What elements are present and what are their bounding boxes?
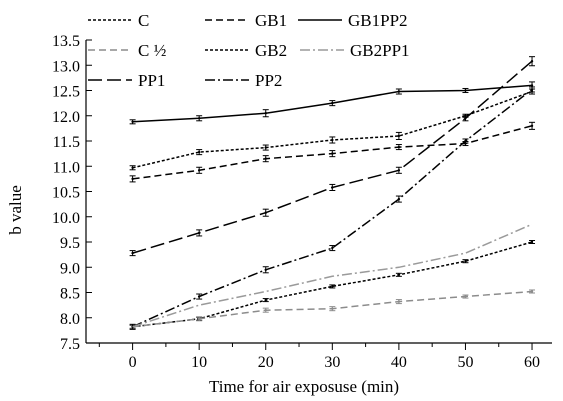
legend-item: PP1 [88,71,165,90]
data-point [464,295,467,298]
x-tick-label: 50 [457,354,473,371]
x-tick-label: 10 [191,354,207,371]
y-tick-label: 7.5 [60,336,80,353]
data-point [530,84,534,87]
data-point [530,240,534,244]
data-point [464,114,467,117]
data-point [197,231,201,235]
x-tick-label: 0 [129,354,137,371]
legend-label: GB2 [255,41,287,60]
legend-item: GB2 [205,41,287,60]
x-tick-label: 20 [258,354,274,371]
legend-label: C [138,11,149,30]
data-point [464,139,467,143]
x-tick-label: 30 [324,354,340,371]
axes: 7.5 8.0 8.5 9.0 9.5 10.0 10.5 11.0 11.5 12.0 12.5 1… [52,33,552,371]
legend-label: GB2PP1 [350,41,410,60]
y-tick-label: 11.5 [53,134,80,151]
series-c [129,289,536,330]
x-tick-label: 60 [524,354,540,371]
data-point [331,138,334,142]
y-tick-label: 9.0 [60,260,80,277]
data-point [331,307,334,310]
data-point [131,166,134,169]
legend: C C ½ PP1 GB1 GB2 PP2 GB1PP2 GB2PP1 [88,11,410,90]
legend-label: C ½ [138,41,167,60]
y-tick-label: 8.0 [60,311,80,328]
data-point [264,308,267,312]
y-tick-label: 9.5 [60,235,80,252]
legend-label: PP2 [255,71,282,90]
data-point [131,177,134,181]
data-point [397,169,401,172]
data-point [197,317,201,320]
data-point [530,124,534,128]
data-point [397,197,401,201]
data-point [331,246,334,250]
data-point [530,290,534,293]
legend-label: PP1 [138,71,165,90]
series-gb1pp2 [129,81,536,125]
legend-item: PP2 [205,71,282,90]
data-point [464,259,467,263]
data-point [331,285,334,288]
y-tick-label: 10.5 [52,185,80,202]
data-point [131,120,134,124]
series-gb2pp1 [132,223,533,328]
data-point [530,60,534,63]
data-point [397,300,401,303]
legend-item: C ½ [88,41,167,60]
y-tick-label: 13.0 [52,58,80,75]
y-tick-label: 8.5 [60,286,80,303]
y-tick-label: 12.5 [52,84,80,101]
data-point [197,150,201,154]
data-point [464,89,467,92]
series-line [132,88,533,328]
data-point [197,169,201,172]
legend-item: C [88,11,149,30]
x-axis-label: Time for air exposuse (min) [209,377,399,396]
legend-item: GB1 [205,11,287,30]
data-point [264,157,267,160]
series-gb1 [129,121,536,183]
series-c [129,239,536,329]
data-point [264,268,267,271]
y-tick-label: 11.0 [53,159,80,176]
data-point [331,152,334,155]
series-line [132,241,533,328]
data-point [197,295,201,298]
y-axis-label: b value [6,185,25,235]
data-point [131,251,134,255]
x-tick-label: 40 [391,354,407,371]
series-group [129,56,536,330]
data-point [264,112,267,115]
legend-item: GB1PP2 [298,11,408,30]
data-point [331,101,334,105]
legend-label: GB1 [255,11,287,30]
data-point [264,146,267,149]
series-line [132,223,533,328]
legend-item: GB2PP1 [300,41,410,60]
y-tick-label: 10.0 [52,210,80,227]
data-point [397,273,401,277]
data-point [397,145,401,149]
y-tick-label: 12.0 [52,109,80,126]
data-point [264,298,267,302]
data-point [264,211,267,214]
data-point [331,186,334,189]
legend-label: GB1PP2 [348,11,408,30]
y-tick-label: 13.5 [52,33,80,50]
data-point [397,134,401,138]
data-point [397,90,401,93]
data-point [197,117,201,120]
series-pp2 [129,86,536,330]
